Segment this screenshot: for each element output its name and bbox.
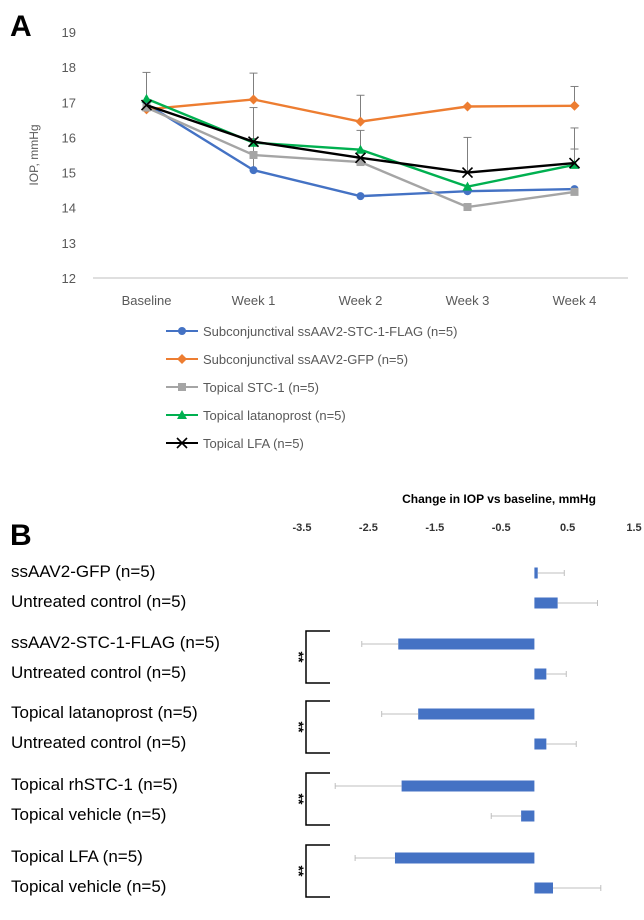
bar-category-label: ssAAV2-STC-1-FLAG (n=5)	[11, 633, 220, 652]
panel-b-label: B	[10, 519, 32, 552]
x-tick-label: Week 4	[553, 293, 597, 308]
data-point	[247, 136, 260, 148]
y-tick-label: 15	[62, 166, 76, 181]
bar	[534, 567, 538, 579]
y-tick-label: 17	[62, 95, 76, 110]
y-tick-label: 19	[62, 25, 76, 40]
data-point	[141, 93, 152, 103]
data-point	[178, 327, 186, 335]
y-tick-label: 13	[62, 236, 76, 251]
bar	[394, 852, 535, 864]
data-point	[570, 187, 579, 196]
bar-category-label: Topical latanoprost (n=5)	[11, 703, 198, 722]
legend-label: Topical latanoprost (n=5)	[203, 408, 346, 423]
legend-label: Subconjunctival ssAAV2-GFP (n=5)	[203, 352, 408, 367]
x-tick-label: Baseline	[122, 293, 172, 308]
y-tick-label: 14	[62, 201, 76, 216]
bar	[534, 882, 553, 894]
chart-title: Change in IOP vs baseline, mmHg	[402, 492, 596, 506]
data-point	[176, 437, 188, 449]
significance-mark: **	[291, 652, 307, 663]
x-tick-label: -1.5	[425, 522, 444, 534]
x-tick-label: -3.5	[293, 522, 312, 534]
bar-category-label: Untreated control (n=5)	[11, 733, 186, 752]
data-point	[248, 94, 259, 105]
legend-label: Topical STC-1 (n=5)	[203, 380, 319, 395]
significance-mark: **	[291, 722, 307, 733]
x-tick-label: -0.5	[492, 522, 511, 534]
bar	[534, 597, 558, 609]
bar-category-label: Topical rhSTC-1 (n=5)	[11, 775, 178, 794]
data-point	[249, 166, 258, 175]
x-tick-label: -2.5	[359, 522, 378, 534]
y-tick-label: 18	[62, 60, 76, 75]
data-point	[355, 116, 366, 127]
significance-mark: **	[291, 866, 307, 877]
significance-bracket	[305, 844, 330, 898]
significance-bracket	[305, 772, 330, 826]
data-point	[463, 203, 472, 212]
x-tick-label: Week 3	[446, 293, 490, 308]
bar	[521, 810, 535, 822]
bar	[534, 738, 547, 750]
significance-bracket	[305, 700, 330, 754]
x-tick-label: Week 1	[232, 293, 276, 308]
data-point	[140, 99, 153, 111]
legend-label: Topical LFA (n=5)	[203, 436, 304, 451]
data-point	[354, 152, 367, 164]
bar	[401, 780, 535, 792]
data-point	[177, 354, 187, 364]
bar	[398, 638, 535, 650]
y-tick-label: 12	[62, 271, 76, 286]
y-axis-label: IOP, mmHg	[27, 124, 41, 185]
x-tick-label: 1.5	[626, 522, 641, 534]
data-point	[356, 158, 365, 167]
bar-chart-iop-change: Change in IOP vs baseline, mmHg -3.5 -2.5 -…	[11, 492, 642, 898]
significance-bracket	[305, 630, 330, 684]
legend-label: Subconjunctival ssAAV2-STC-1-FLAG (n=5)	[203, 324, 457, 339]
bar-category-label: Untreated control (n=5)	[11, 663, 186, 682]
bar-category-label: Untreated control (n=5)	[11, 592, 186, 611]
significance-mark: **	[291, 794, 307, 805]
bar-category-label: Topical vehicle (n=5)	[11, 805, 166, 824]
bar-category-label: ssAAV2-GFP (n=5)	[11, 562, 155, 581]
data-point	[462, 181, 473, 191]
data-point	[461, 167, 474, 179]
bar-category-label: Topical vehicle (n=5)	[11, 877, 166, 896]
data-point	[178, 383, 186, 391]
data-point	[249, 151, 258, 159]
data-point	[568, 157, 581, 169]
data-point	[462, 101, 473, 112]
y-tick-label: 16	[62, 130, 76, 145]
bar	[534, 668, 547, 680]
x-tick-label: 0.5	[560, 522, 575, 534]
bar-category-label: Topical LFA (n=5)	[11, 847, 143, 866]
panel-a-label: A	[10, 10, 32, 43]
line-chart-iop: 19 18 17 16 15 14 13 12 IOP, mmHg Baseline Week 1 W…	[27, 25, 628, 451]
data-point	[355, 144, 366, 154]
bar	[418, 708, 535, 720]
data-point	[142, 103, 151, 112]
data-point	[177, 410, 187, 419]
data-point	[569, 100, 580, 111]
data-point	[356, 192, 365, 201]
x-tick-label: Week 2	[339, 293, 383, 308]
